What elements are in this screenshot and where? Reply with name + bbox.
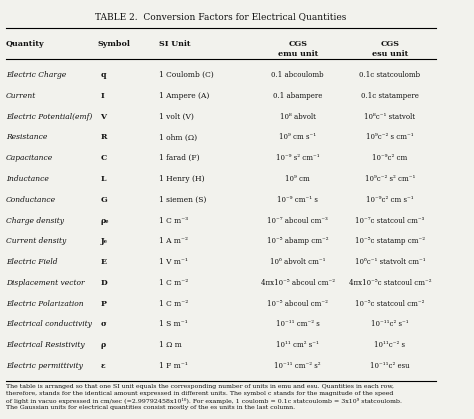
Text: 10⁻⁹c² cm: 10⁻⁹c² cm [372,154,408,162]
Text: 10⁶ abvolt cm⁻¹: 10⁶ abvolt cm⁻¹ [270,258,325,266]
Text: 1 C m⁻³: 1 C m⁻³ [159,217,189,225]
Text: 0.1 abampere: 0.1 abampere [273,92,322,100]
Text: 1 Ampere (A): 1 Ampere (A) [159,92,210,100]
Text: E: E [100,258,106,266]
Text: 10⁻⁵ abcoul cm⁻²: 10⁻⁵ abcoul cm⁻² [267,300,328,308]
Text: 10⁹c⁻² s² cm⁻¹: 10⁹c⁻² s² cm⁻¹ [365,175,415,183]
Text: 10⁹ cm: 10⁹ cm [285,175,310,183]
Text: 1 Coulomb (C): 1 Coulomb (C) [159,71,214,79]
Text: TABLE 2.  Conversion Factors for Electrical Quantities: TABLE 2. Conversion Factors for Electric… [95,12,346,21]
Text: Symbol: Symbol [98,40,131,48]
Text: Charge density: Charge density [6,217,64,225]
Text: 1 A m⁻²: 1 A m⁻² [159,237,188,245]
Text: 1 volt (V): 1 volt (V) [159,113,194,121]
Text: 10⁶c⁻¹ statvolt cm⁻¹: 10⁶c⁻¹ statvolt cm⁻¹ [355,258,425,266]
Text: ρ: ρ [100,341,105,349]
Text: q: q [100,71,106,79]
Text: Electric permittivity: Electric permittivity [6,362,82,370]
Text: The table is arranged so that one SI unit equals the corresponding number of uni: The table is arranged so that one SI uni… [6,384,402,410]
Text: 10⁹c⁻² s cm⁻¹: 10⁹c⁻² s cm⁻¹ [366,133,414,141]
Text: 10¹¹c⁻² s: 10¹¹c⁻² s [374,341,405,349]
Text: 10⁻⁷c statcoul cm⁻³: 10⁻⁷c statcoul cm⁻³ [355,217,425,225]
Text: Displacement vector: Displacement vector [6,279,84,287]
Text: G: G [100,196,107,204]
Text: Capacitance: Capacitance [6,154,53,162]
Text: 10⁻⁹c² cm s⁻¹: 10⁻⁹c² cm s⁻¹ [366,196,414,204]
Text: 10⁻⁵c statcoul cm⁻²: 10⁻⁵c statcoul cm⁻² [355,300,425,308]
Text: 1 farad (F): 1 farad (F) [159,154,200,162]
Text: 0.1 abcoulomb: 0.1 abcoulomb [271,71,324,79]
Text: 1 F m⁻¹: 1 F m⁻¹ [159,362,188,370]
Text: Electric Potential(emf): Electric Potential(emf) [6,113,92,121]
Text: R: R [100,133,107,141]
Text: CGS
emu unit: CGS emu unit [277,40,318,58]
Text: 10¹¹ cm² s⁻¹: 10¹¹ cm² s⁻¹ [276,341,319,349]
Text: 4πx10⁻⁵ abcoul cm⁻²: 4πx10⁻⁵ abcoul cm⁻² [261,279,335,287]
Text: Jₑ: Jₑ [100,237,107,245]
Text: L: L [100,175,106,183]
Text: 10⁻⁹ s² cm⁻¹: 10⁻⁹ s² cm⁻¹ [276,154,319,162]
Text: 1 C m⁻²: 1 C m⁻² [159,300,189,308]
Text: Current density: Current density [6,237,66,245]
Text: 0.1c statampere: 0.1c statampere [361,92,419,100]
Text: I: I [100,92,104,100]
Text: ε: ε [100,362,105,370]
Text: Electrical conductivity: Electrical conductivity [6,321,91,328]
Text: Conductance: Conductance [6,196,56,204]
Text: Electric Charge: Electric Charge [6,71,66,79]
Text: 10⁸ abvolt: 10⁸ abvolt [280,113,316,121]
Text: 1 Ω m: 1 Ω m [159,341,182,349]
Text: V: V [100,113,106,121]
Text: 1 siemen (S): 1 siemen (S) [159,196,207,204]
Text: 10⁻¹¹ cm⁻² s²: 10⁻¹¹ cm⁻² s² [274,362,321,370]
Text: 10⁻⁵ abamp cm⁻²: 10⁻⁵ abamp cm⁻² [267,237,328,245]
Text: Quantity: Quantity [6,40,45,48]
Text: 10⁻¹¹c² esu: 10⁻¹¹c² esu [370,362,410,370]
Text: 10⁻⁷ abcoul cm⁻³: 10⁻⁷ abcoul cm⁻³ [267,217,328,225]
Text: C: C [100,154,106,162]
Text: 1 ohm (Ω): 1 ohm (Ω) [159,133,198,141]
Text: 4πx10⁻⁵c statcoul cm⁻²: 4πx10⁻⁵c statcoul cm⁻² [348,279,431,287]
Text: ρₑ: ρₑ [100,217,109,225]
Text: 10⁹ cm s⁻¹: 10⁹ cm s⁻¹ [279,133,316,141]
Text: 1 Henry (H): 1 Henry (H) [159,175,205,183]
Text: 10⁸c⁻¹ statvolt: 10⁸c⁻¹ statvolt [365,113,415,121]
Text: Current: Current [6,92,36,100]
Text: Electric Field: Electric Field [6,258,57,266]
Text: 10⁻¹¹ cm⁻² s: 10⁻¹¹ cm⁻² s [276,321,319,328]
Text: Electrical Resistivity: Electrical Resistivity [6,341,84,349]
Text: Resistance: Resistance [6,133,47,141]
Text: D: D [100,279,107,287]
Text: Electric Polarization: Electric Polarization [6,300,83,308]
Text: 1 C m⁻²: 1 C m⁻² [159,279,189,287]
Text: 1 V m⁻¹: 1 V m⁻¹ [159,258,188,266]
Text: Inductance: Inductance [6,175,49,183]
Text: 10⁻⁵c statamp cm⁻²: 10⁻⁵c statamp cm⁻² [355,237,425,245]
Text: σ: σ [100,321,106,328]
Text: 0.1c statcoulomb: 0.1c statcoulomb [359,71,420,79]
Text: 10⁻⁹ cm⁻¹ s: 10⁻⁹ cm⁻¹ s [277,196,318,204]
Text: P: P [100,300,106,308]
Text: 1 S m⁻¹: 1 S m⁻¹ [159,321,188,328]
Text: SI Unit: SI Unit [159,40,191,48]
Text: 10⁻¹¹c² s⁻¹: 10⁻¹¹c² s⁻¹ [371,321,409,328]
Text: CGS
esu unit: CGS esu unit [372,40,408,58]
